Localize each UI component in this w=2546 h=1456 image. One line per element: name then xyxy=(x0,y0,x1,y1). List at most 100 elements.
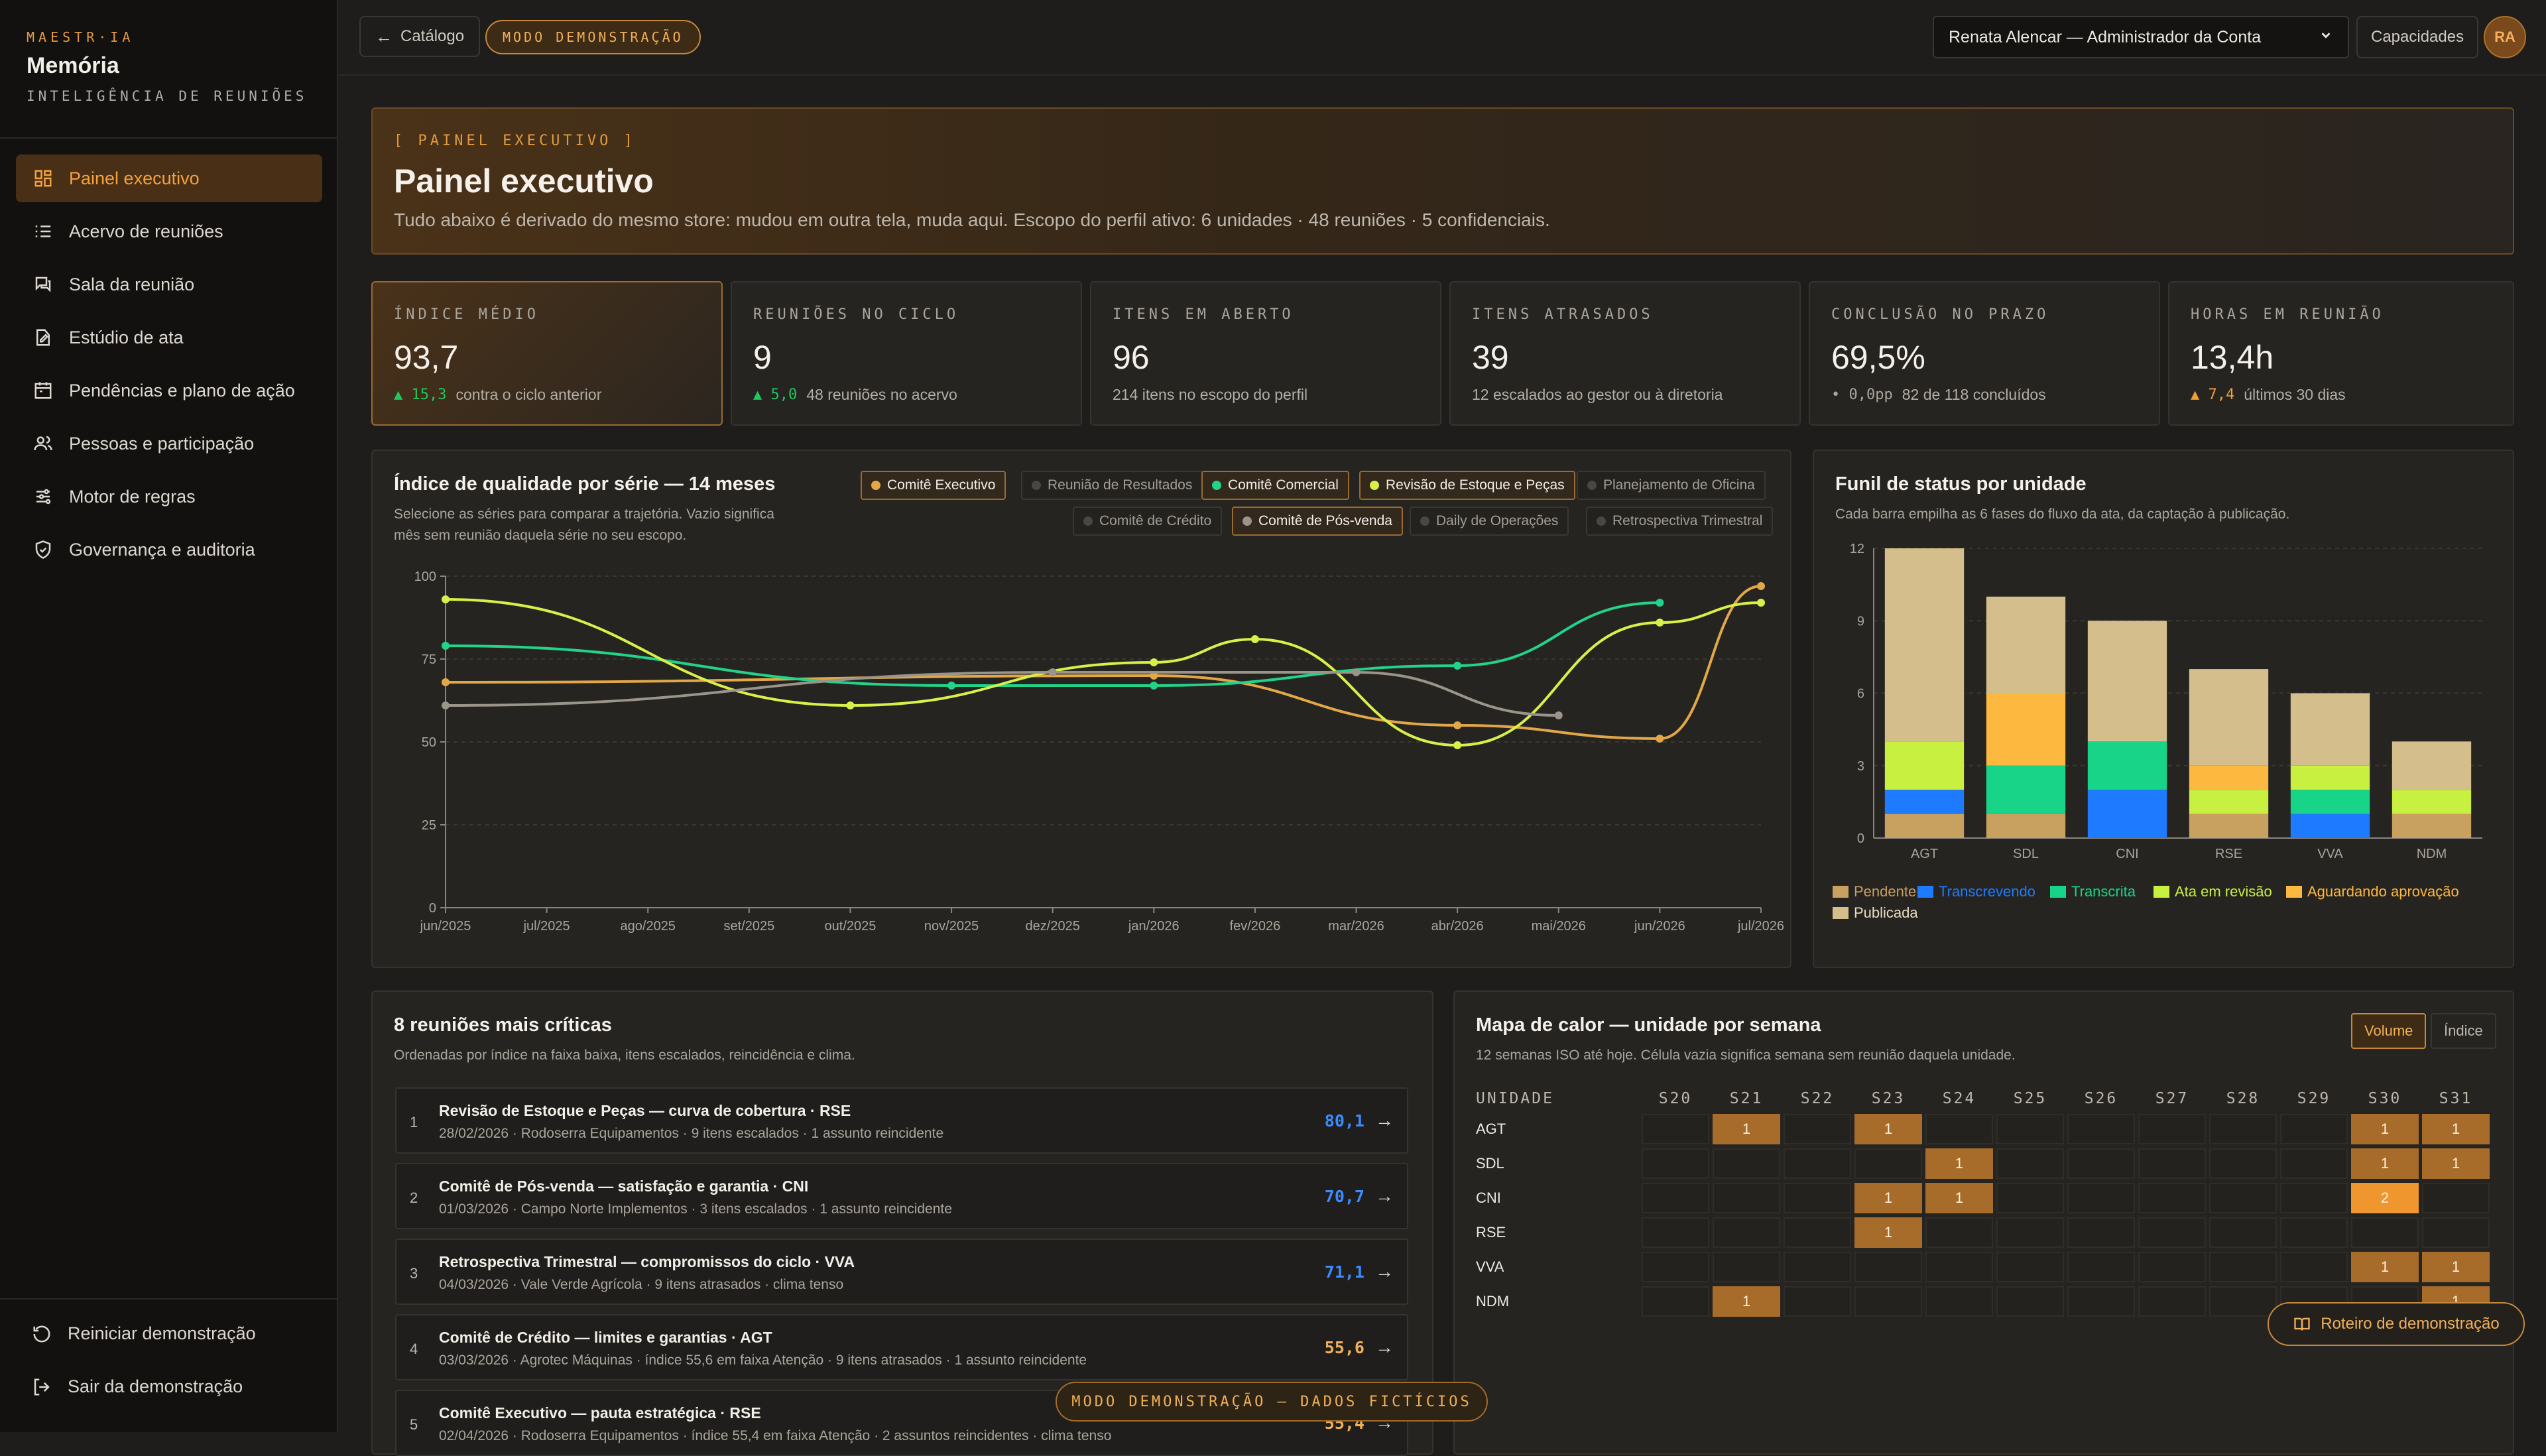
heatmap-cell[interactable] xyxy=(1642,1252,1709,1282)
avatar[interactable]: RA xyxy=(2484,16,2526,58)
heatmap-cell[interactable] xyxy=(1996,1183,2064,1213)
heatmap-cell[interactable] xyxy=(2280,1148,2348,1179)
heatmap-cell[interactable] xyxy=(2422,1183,2490,1213)
heatmap-cell[interactable] xyxy=(2067,1114,2135,1144)
sidebar-item-pendencias[interactable]: Pendências e plano de ação xyxy=(16,367,322,414)
series-chip-daily-operacoes[interactable]: Daily de Operações xyxy=(1410,507,1569,536)
heatmap-cell[interactable] xyxy=(1854,1148,1922,1179)
heatmap-cell[interactable] xyxy=(1784,1217,1851,1248)
heatmap-cell[interactable] xyxy=(2209,1114,2277,1144)
heatmap-cell[interactable] xyxy=(1784,1148,1851,1179)
heatmap-cell[interactable] xyxy=(2209,1286,2277,1317)
series-chip-planejamento-oficina[interactable]: Planejamento de Oficina xyxy=(1577,471,1766,500)
heatmap-cell[interactable] xyxy=(1996,1286,2064,1317)
heatmap-cell[interactable]: 1 xyxy=(1713,1114,1780,1144)
heatmap-cell[interactable]: 1 xyxy=(1713,1286,1780,1317)
critical-row[interactable]: 4 Comitê de Crédito — limites e garantia… xyxy=(395,1314,1408,1380)
heatmap-cell[interactable] xyxy=(2138,1286,2206,1317)
series-chip-reuniao-resultados[interactable]: Reunião de Resultados xyxy=(1021,471,1203,500)
heatmap-cell[interactable]: 1 xyxy=(2422,1114,2490,1144)
heatmap-cell[interactable]: 1 xyxy=(2351,1114,2419,1144)
heatmap-cell[interactable] xyxy=(1784,1286,1851,1317)
reset-demo-button[interactable]: Reiniciar demonstração xyxy=(32,1323,324,1344)
heatmap-cell[interactable] xyxy=(1854,1286,1922,1317)
heatmap-cell[interactable] xyxy=(1925,1252,1993,1282)
heatmap-cell[interactable] xyxy=(1996,1217,2064,1248)
sidebar-item-regras[interactable]: Motor de regras xyxy=(16,473,322,520)
heatmap-cell[interactable] xyxy=(1713,1183,1780,1213)
sidebar-item-acervo[interactable]: Acervo de reuniões xyxy=(16,208,322,255)
heatmap-cell[interactable] xyxy=(1642,1114,1709,1144)
heatmap-cell[interactable] xyxy=(1996,1252,2064,1282)
capabilities-button[interactable]: Capacidades xyxy=(2356,16,2479,58)
series-chip-comite-executivo[interactable]: Comitê Executivo xyxy=(861,471,1006,500)
heatmap-cell[interactable] xyxy=(2209,1183,2277,1213)
heatmap-cell[interactable]: 1 xyxy=(2422,1252,2490,1282)
heatmap-cell[interactable] xyxy=(2209,1217,2277,1248)
heatmap-toggle-volume[interactable]: Volume xyxy=(2351,1013,2427,1049)
heatmap-cell[interactable] xyxy=(2138,1252,2206,1282)
heatmap-cell[interactable] xyxy=(2280,1183,2348,1213)
series-chip-comite-credito[interactable]: Comitê de Crédito xyxy=(1073,507,1223,536)
kpi-card-conclusao[interactable]: CONCLUSÃO NO PRAZO 69,5% • 0,0pp 82 de 11… xyxy=(1809,281,2160,426)
exit-demo-button[interactable]: Sair da demonstração xyxy=(32,1376,324,1397)
heatmap-cell[interactable] xyxy=(1642,1183,1709,1213)
back-to-catalog-button[interactable]: ← Catálogo xyxy=(359,16,481,57)
heatmap-cell[interactable]: 2 xyxy=(2351,1183,2419,1213)
heatmap-cell[interactable] xyxy=(1925,1217,1993,1248)
heatmap-cell[interactable] xyxy=(1713,1217,1780,1248)
heatmap-cell[interactable] xyxy=(1713,1148,1780,1179)
heatmap-cell[interactable] xyxy=(2280,1217,2348,1248)
series-chip-comite-comercial[interactable]: Comitê Comercial xyxy=(1201,471,1349,500)
series-chip-revisao-estoque[interactable]: Revisão de Estoque e Peças xyxy=(1359,471,1575,500)
heatmap-cell[interactable]: 1 xyxy=(1854,1217,1922,1248)
critical-row[interactable]: 1 Revisão de Estoque e Peças — curva de … xyxy=(395,1087,1408,1154)
heatmap-cell[interactable]: 1 xyxy=(1854,1114,1922,1144)
sidebar-item-sala[interactable]: Sala da reunião xyxy=(16,261,322,308)
heatmap-cell[interactable] xyxy=(2280,1252,2348,1282)
kpi-card-itens-abertos[interactable]: ITENS EM ABERTO 96 214 itens no escopo d… xyxy=(1090,281,1441,426)
heatmap-cell[interactable] xyxy=(1925,1286,1993,1317)
heatmap-cell[interactable] xyxy=(1925,1114,1993,1144)
heatmap-cell[interactable] xyxy=(1854,1252,1922,1282)
heatmap-cell[interactable] xyxy=(2209,1148,2277,1179)
heatmap-cell[interactable]: 1 xyxy=(2351,1252,2419,1282)
heatmap-cell[interactable] xyxy=(1996,1148,2064,1179)
heatmap-cell[interactable] xyxy=(1996,1114,2064,1144)
kpi-card-itens-atrasados[interactable]: ITENS ATRASADOS 39 12 escalados ao gesto… xyxy=(1449,281,1801,426)
heatmap-cell[interactable]: 1 xyxy=(2351,1148,2419,1179)
heatmap-cell[interactable] xyxy=(2138,1148,2206,1179)
series-chip-retrospectiva[interactable]: Retrospectiva Trimestral xyxy=(1586,507,1774,536)
heatmap-cell[interactable] xyxy=(1642,1217,1709,1248)
heatmap-cell[interactable]: 1 xyxy=(1925,1148,1993,1179)
heatmap-cell[interactable]: 1 xyxy=(2422,1148,2490,1179)
heatmap-cell[interactable] xyxy=(1642,1286,1709,1317)
sidebar-item-pessoas[interactable]: Pessoas e participação xyxy=(16,420,322,467)
heatmap-cell[interactable] xyxy=(2138,1217,2206,1248)
heatmap-cell[interactable] xyxy=(2209,1252,2277,1282)
heatmap-toggle-index[interactable]: Índice xyxy=(2431,1013,2496,1049)
heatmap-cell[interactable]: 1 xyxy=(1925,1183,1993,1213)
sidebar-item-estudio[interactable]: Estúdio de ata xyxy=(16,314,322,361)
heatmap-cell[interactable] xyxy=(1784,1183,1851,1213)
sidebar-item-painel-executivo[interactable]: Painel executivo xyxy=(16,154,322,202)
kpi-card-reunioes[interactable]: REUNIÕES NO CICLO 9 ▲ 5,0 48 reuniões no … xyxy=(731,281,1082,426)
series-chip-comite-pos-venda[interactable]: Comitê de Pós-venda xyxy=(1232,507,1403,536)
heatmap-cell[interactable] xyxy=(1713,1252,1780,1282)
kpi-card-horas[interactable]: HORAS EM REUNIÃO 13,4h ▲ 7,4 últimos 30 d… xyxy=(2168,281,2514,426)
heatmap-cell[interactable] xyxy=(2138,1114,2206,1144)
heatmap-cell[interactable] xyxy=(2280,1114,2348,1144)
user-profile-select[interactable]: Renata Alencar — Administrador da Conta xyxy=(1933,16,2349,58)
heatmap-cell[interactable] xyxy=(2067,1252,2135,1282)
heatmap-cell[interactable] xyxy=(2067,1148,2135,1179)
heatmap-cell[interactable] xyxy=(2067,1183,2135,1213)
kpi-card-indice-medio[interactable]: ÍNDICE MÉDIO 93,7 ▲ 15,3 contra o ciclo a… xyxy=(371,281,723,426)
heatmap-cell[interactable] xyxy=(2138,1183,2206,1213)
heatmap-cell[interactable] xyxy=(2422,1217,2490,1248)
heatmap-cell[interactable] xyxy=(1784,1114,1851,1144)
sidebar-item-governanca[interactable]: Governança e auditoria xyxy=(16,526,322,574)
heatmap-cell[interactable] xyxy=(1784,1252,1851,1282)
heatmap-cell[interactable] xyxy=(1642,1148,1709,1179)
critical-row[interactable]: 3 Retrospectiva Trimestral — compromisso… xyxy=(395,1239,1408,1305)
heatmap-cell[interactable] xyxy=(2067,1286,2135,1317)
